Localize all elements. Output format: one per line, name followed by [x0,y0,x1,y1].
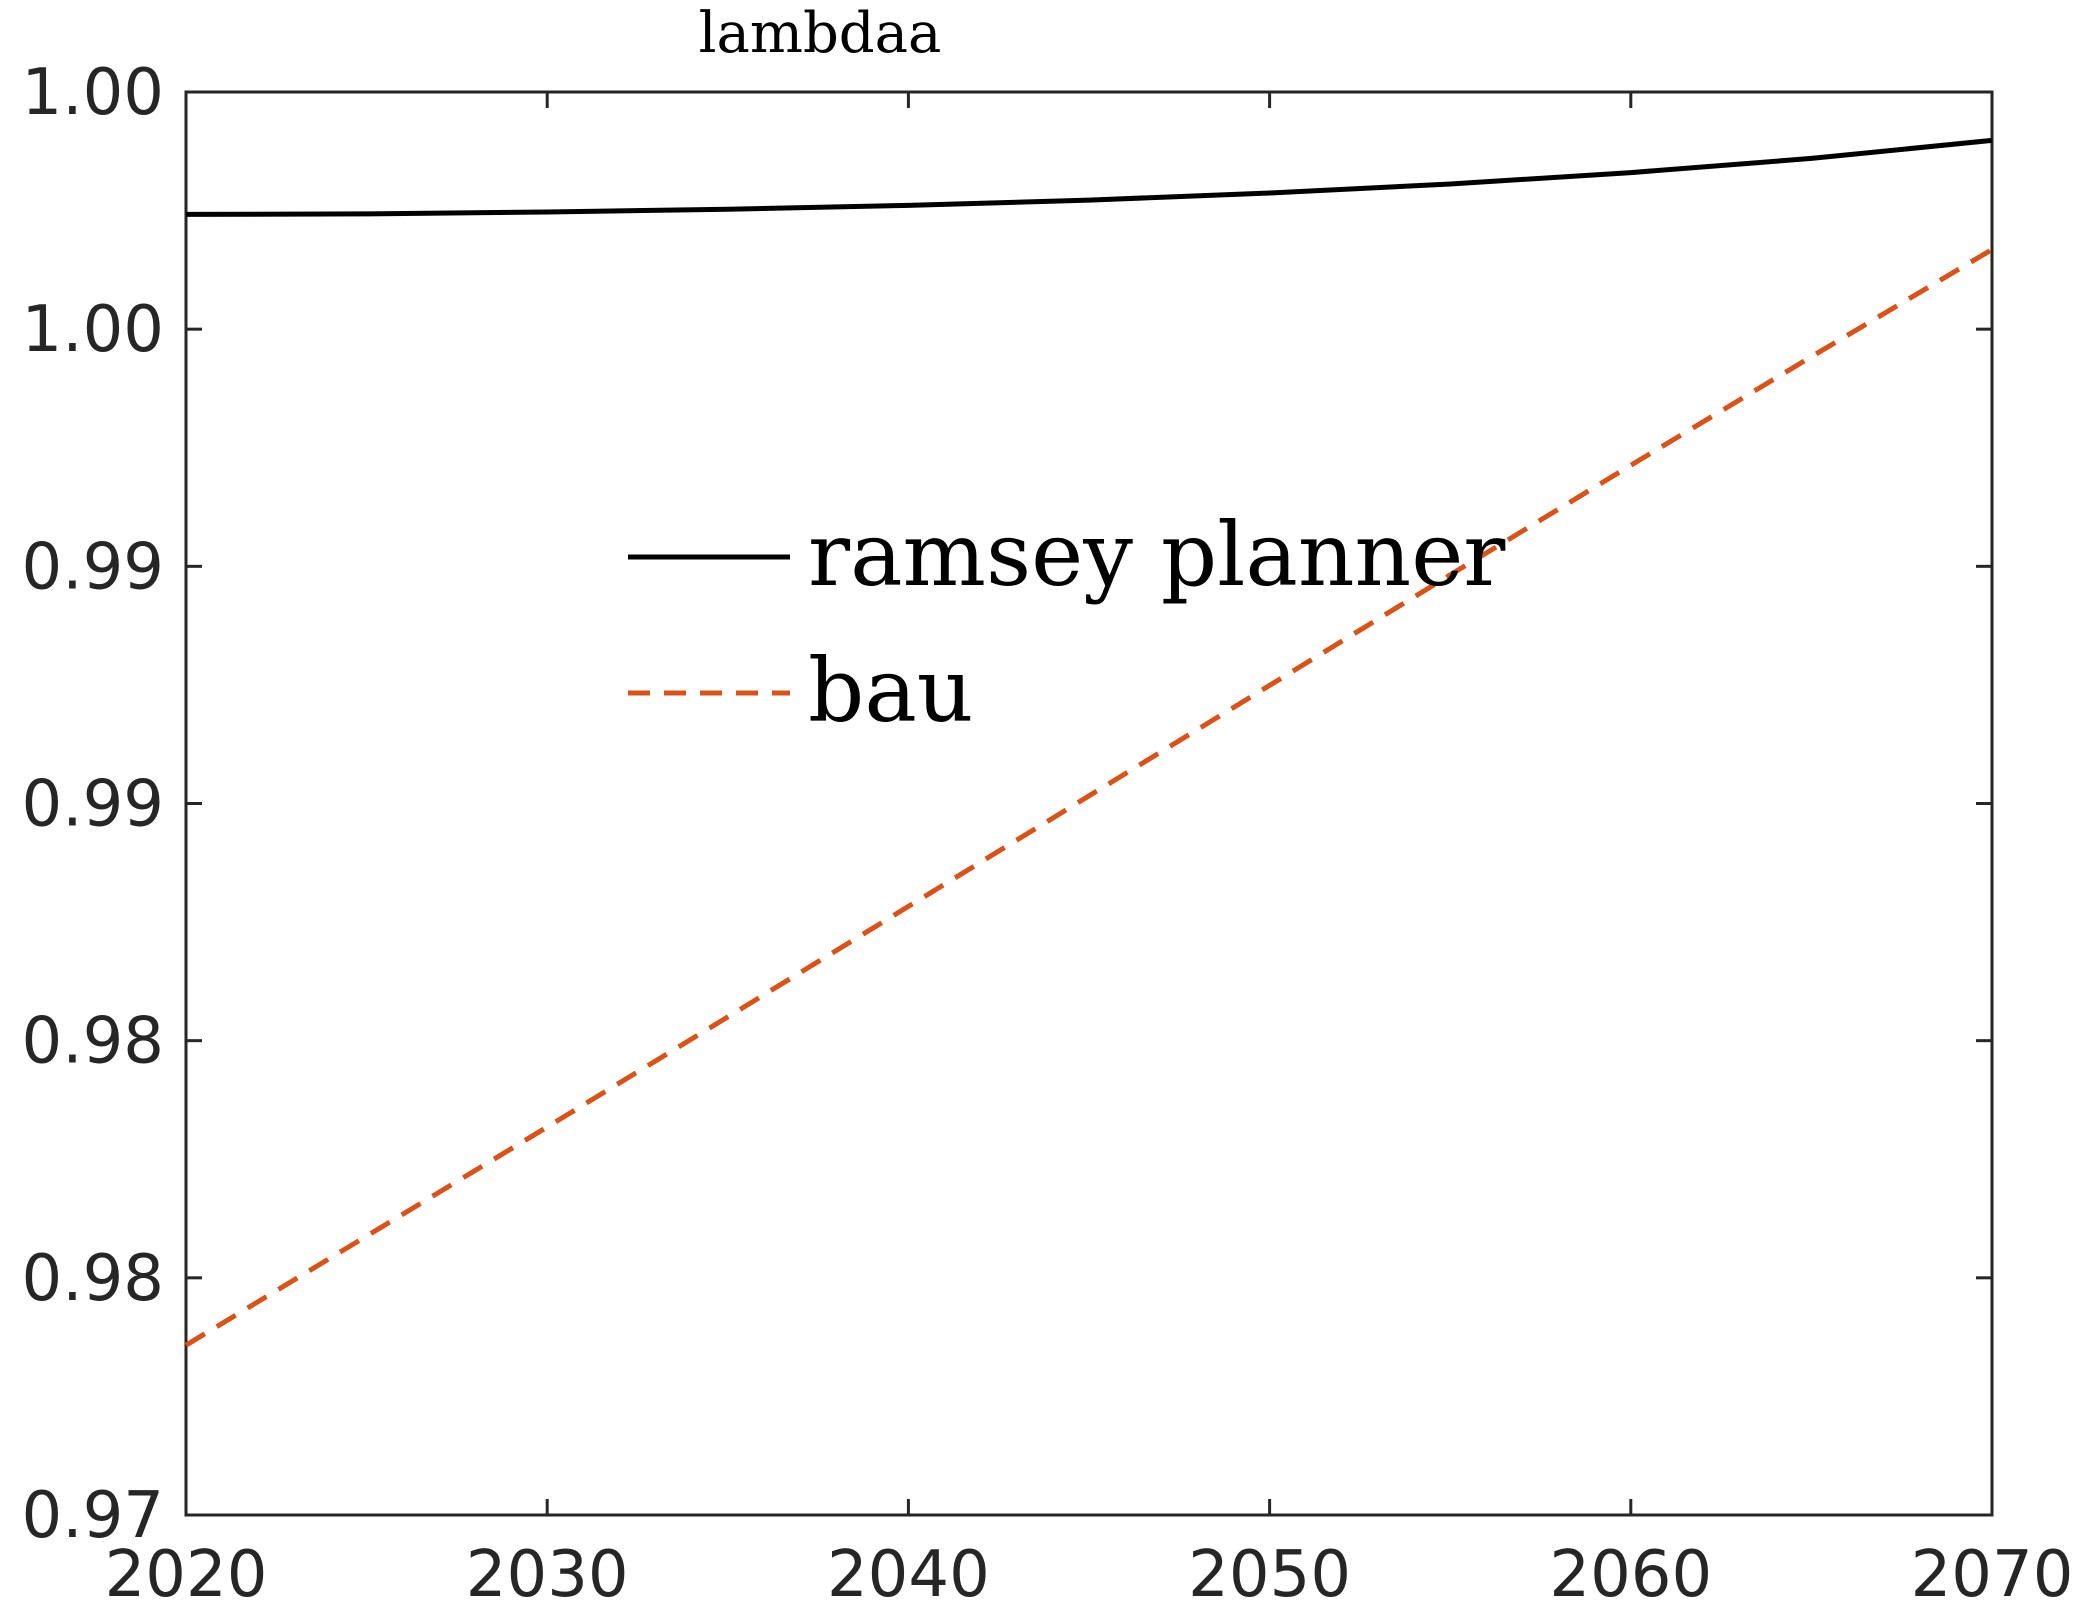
y-tick-label: 1.00 [22,293,165,367]
series-line-ramsey-planner [185,137,1993,217]
x-tick-label: 2070 [1911,1538,2074,1612]
chart-title: lambdaa [699,1,942,66]
y-tick-label: 0.99 [22,530,165,604]
axis-ticks [184,90,1994,1517]
x-axis-tick-labels: 2020 2030 2040 2050 2060 2070 [105,1538,2074,1612]
y-tick-label: 0.97 [22,1479,165,1553]
plot-area [184,90,1994,1517]
y-tick-label: 0.98 [22,1242,165,1316]
legend: ramsey planner bau [628,503,1506,742]
y-tick-label: 0.99 [22,768,165,842]
y-axis-tick-labels: 0.97 0.98 0.98 0.99 0.99 1.00 1.00 [22,56,165,1553]
x-tick-label: 2020 [105,1538,268,1612]
series-layer [184,137,1994,1348]
y-tick-label: 1.00 [22,56,165,130]
legend-label-bau: bau [808,639,973,742]
axes-box [184,90,1994,1517]
x-tick-label: 2060 [1549,1538,1712,1612]
x-tick-label: 2050 [1188,1538,1351,1612]
x-tick-label: 2040 [827,1538,990,1612]
y-tick-label: 0.98 [22,1005,165,1079]
legend-label-ramsey-planner: ramsey planner [808,503,1506,606]
x-tick-label: 2030 [466,1538,629,1612]
series-line-bau [184,247,1994,1348]
